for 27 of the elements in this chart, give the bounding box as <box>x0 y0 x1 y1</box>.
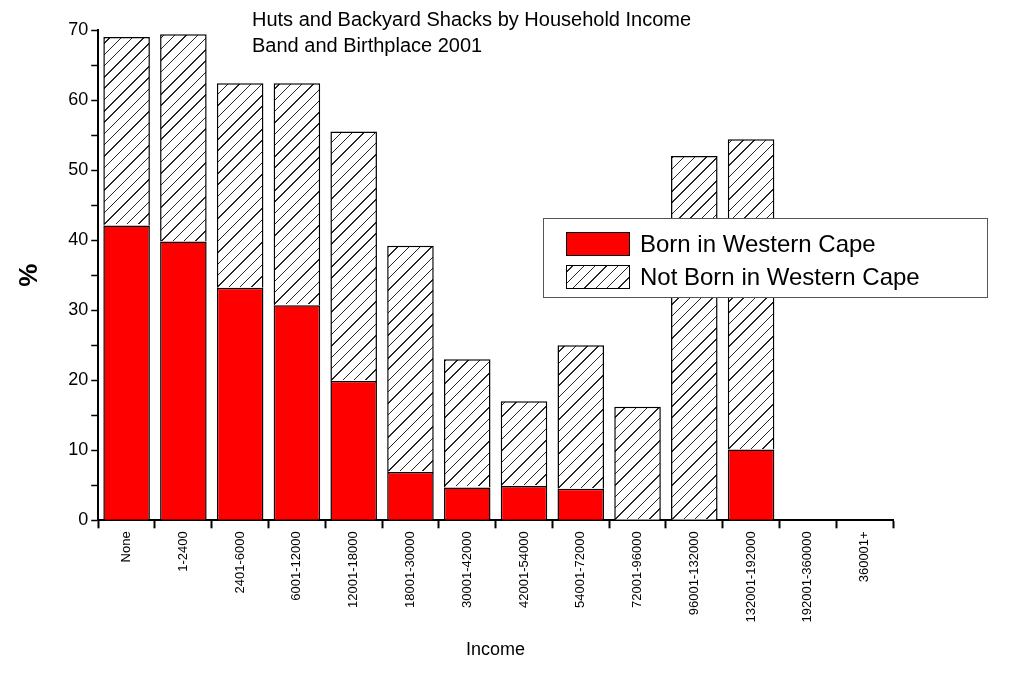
x-tick-label: 42001-54000 <box>515 531 531 608</box>
x-tick-label: 18001-30000 <box>402 531 418 608</box>
y-tick-label: 70 <box>68 18 89 39</box>
x-tick-label: 1-2400 <box>174 531 190 572</box>
y-tick-label: 60 <box>68 89 89 110</box>
chart-title: Huts and Backyard Shacks by Household Income Band and Birthplace 2001 <box>252 7 692 58</box>
y-tick-label: 30 <box>68 299 89 320</box>
x-tick-label: None <box>118 531 134 563</box>
x-tick-label: 12001-18000 <box>345 531 361 608</box>
x-tick-label: 360001+ <box>856 531 872 583</box>
x-axis-title: Income <box>466 639 526 660</box>
y-tick-label: 10 <box>68 439 89 460</box>
x-tick-label: 6001-12000 <box>288 531 304 601</box>
y-tick-label: 50 <box>68 159 89 180</box>
x-tick-label: 132001-192000 <box>742 531 758 623</box>
y-tick-label: 40 <box>68 229 89 250</box>
x-tick-label: 72001-96000 <box>629 531 645 608</box>
x-tick-label: 192001-360000 <box>799 531 815 623</box>
y-tick-label: 0 <box>78 509 89 530</box>
y-axis-title: % <box>12 263 43 287</box>
x-tick-label: 54001-72000 <box>572 531 588 608</box>
legend-label: Not Born in Western Cape <box>640 262 920 291</box>
x-tick-label: 2401-6000 <box>231 531 247 594</box>
x-tick-label: 96001-132000 <box>685 531 701 616</box>
y-tick-label: 20 <box>68 369 89 390</box>
x-tick-label: 30001-42000 <box>458 531 474 608</box>
legend-label: Born in Western Cape <box>640 229 876 258</box>
